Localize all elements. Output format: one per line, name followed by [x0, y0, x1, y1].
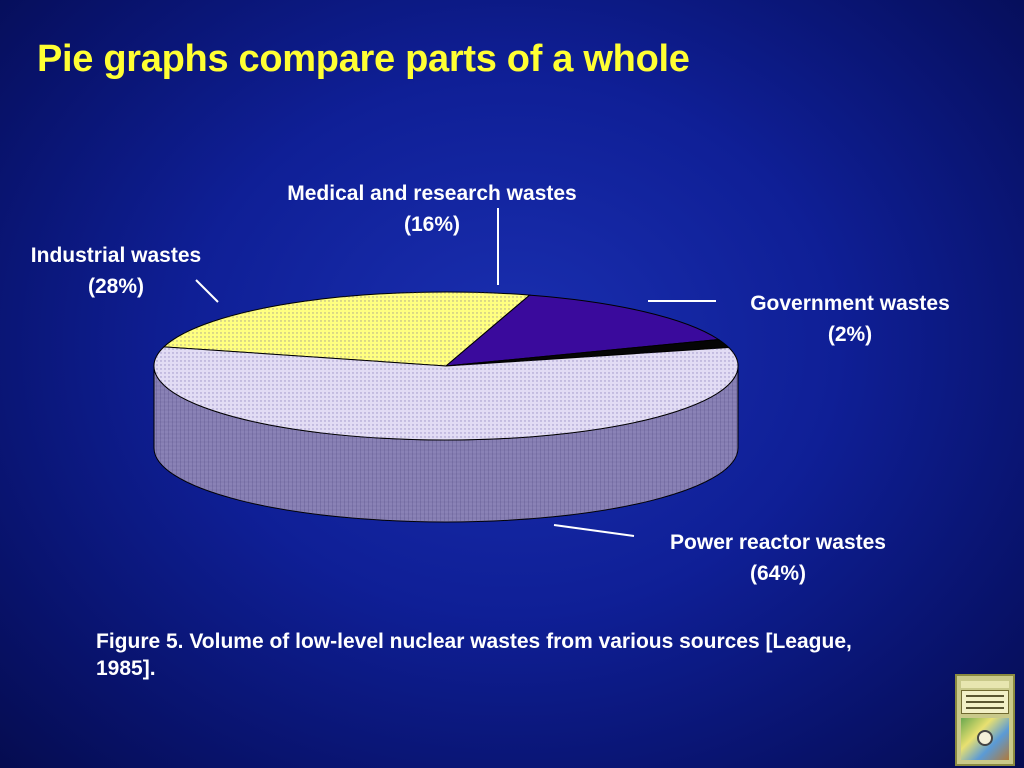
label-government-name: Government wastes	[750, 292, 950, 315]
label-industrial-name: Industrial wastes	[30, 244, 202, 267]
pie-slice-medical-and-research-wastes	[444, 294, 721, 367]
label-medical-value: (16%)	[403, 213, 461, 236]
leader-line-power	[553, 524, 635, 537]
pie-slice-power-reactor-wastes	[154, 346, 738, 440]
label-industrial-value: (28%)	[87, 275, 145, 298]
pie-slice-industrial-wastes	[163, 292, 530, 366]
label-medical-research-wastes: Medical and research wastes (16%)	[250, 178, 614, 240]
label-government-wastes: Government wastes (2%)	[724, 288, 976, 350]
label-power-reactor-wastes: Power reactor wastes (64%)	[640, 527, 916, 589]
leader-line-industrial	[195, 279, 219, 303]
label-industrial-wastes: Industrial wastes (28%)	[10, 240, 222, 302]
pie-side-power-reactor-wastes	[154, 366, 738, 522]
book-cover-icon	[955, 674, 1015, 766]
page-title: Pie graphs compare parts of a whole	[37, 38, 690, 80]
label-power-value: (64%)	[749, 562, 807, 585]
label-government-value: (2%)	[827, 323, 873, 346]
figure-caption: Figure 5. Volume of low-level nuclear wa…	[96, 630, 852, 680]
label-medical-name: Medical and research wastes	[287, 182, 577, 205]
label-power-name: Power reactor wastes	[670, 531, 886, 554]
